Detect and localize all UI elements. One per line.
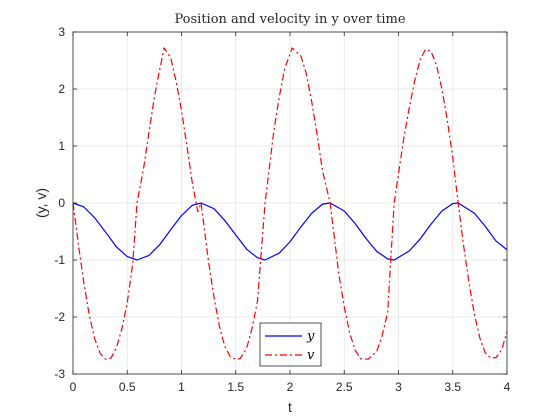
ticks: 0 0.5 1 1.5 2 2.5 3 3.5 4 -3 -2 -1 0 1 2 3 <box>54 25 510 394</box>
legend: y v <box>259 322 322 367</box>
y-tick-label: 3 <box>58 25 65 39</box>
legend-label-v: v <box>307 348 315 363</box>
legend-box <box>259 322 322 367</box>
legend-label-y: y <box>306 329 315 344</box>
x-tick-label: 2.5 <box>336 380 353 394</box>
x-tick-label: 1.5 <box>227 380 244 394</box>
y-tick-label: 0 <box>58 196 65 210</box>
x-tick-label: 3 <box>395 380 402 394</box>
series-layer <box>72 47 508 360</box>
y-tick-label: 2 <box>58 82 65 96</box>
y-tick-label: -3 <box>54 367 65 381</box>
x-tick-label: 2 <box>287 380 294 394</box>
x-axis-label: t <box>288 399 292 415</box>
chart-title: Position and velocity in y over time <box>174 12 405 27</box>
x-tick-label: 0 <box>70 380 77 394</box>
series-line-y <box>72 202 508 261</box>
y-axis-label: (y, v) <box>33 188 49 218</box>
x-tick-label: 0.5 <box>119 380 136 394</box>
x-tick-label: 1 <box>178 380 185 394</box>
x-tick-label: 4 <box>504 380 511 394</box>
y-tick-label: 1 <box>58 139 65 153</box>
series-line-v <box>72 47 508 360</box>
y-tick-label: -1 <box>54 253 65 267</box>
y-tick-label: -2 <box>54 310 65 324</box>
x-tick-label: 3.5 <box>444 380 461 394</box>
